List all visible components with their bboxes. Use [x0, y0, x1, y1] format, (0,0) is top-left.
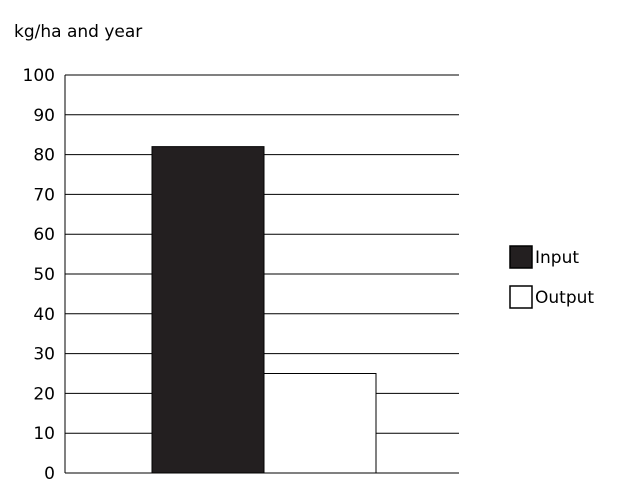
y-tick-label-0: 0 [44, 464, 55, 482]
y-tick-labels: 0 10 20 30 40 50 60 70 80 90 100 [23, 66, 55, 482]
bars [151, 146, 377, 474]
legend: Input Output [509, 245, 594, 309]
y-tick-label-40: 40 [33, 305, 55, 325]
y-tick-label-90: 90 [33, 106, 55, 126]
legend-label-output: Output [535, 288, 594, 308]
y-tick-label-50: 50 [33, 265, 55, 285]
y-tick-label-70: 70 [33, 185, 55, 205]
y-tick-label-60: 60 [33, 225, 55, 245]
legend-label-input: Input [535, 248, 579, 268]
y-tick-label-80: 80 [33, 146, 55, 166]
legend-swatch-input [509, 245, 533, 269]
bar-input [151, 146, 265, 474]
legend-swatch-output [509, 285, 533, 309]
y-tick-label-30: 30 [33, 345, 55, 365]
y-tick-label-100: 100 [23, 66, 55, 86]
y-axis-label: kg/ha and year [14, 22, 142, 42]
y-tick-label-20: 20 [33, 384, 55, 404]
bar-output [263, 373, 377, 474]
y-tick-label-10: 10 [33, 424, 55, 444]
